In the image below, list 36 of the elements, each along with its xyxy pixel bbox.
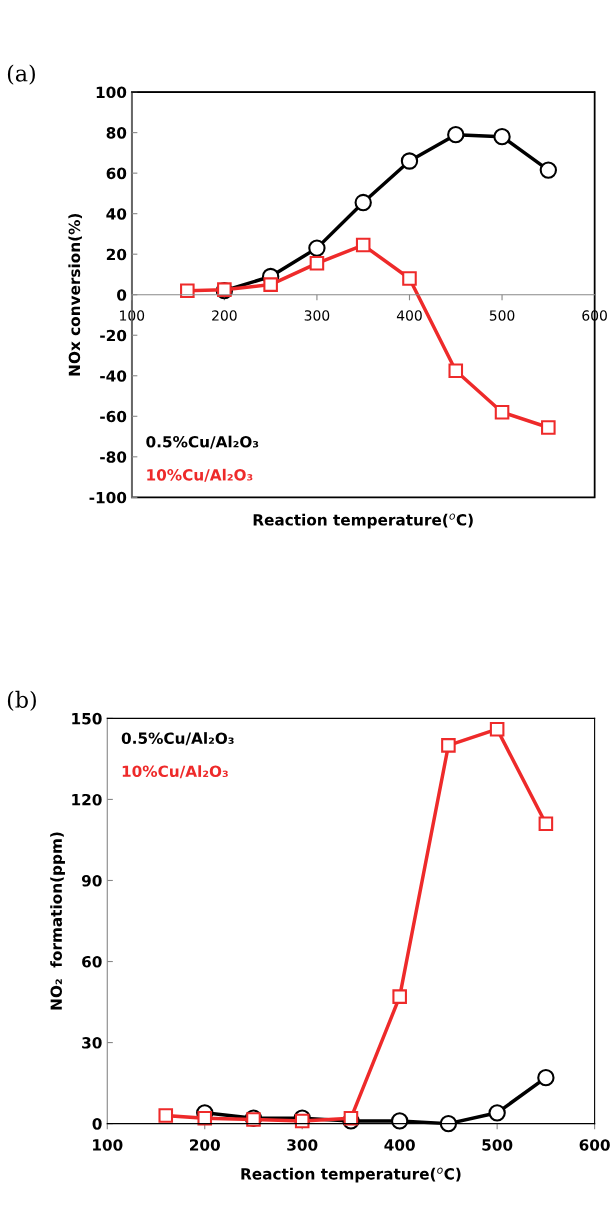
y-axis-title: NOx conversion(%) [68,213,82,376]
x-tick-label: 500 [482,1139,513,1151]
text: 0.5%Cu/Al₂O₃ [121,732,234,746]
y-tick-label: 60 [106,167,127,180]
y-tick-label: 120 [72,793,102,806]
y-tick-label: -20 [100,329,127,342]
y-tick-label: 60 [82,955,102,968]
chart-title: (b) [7,690,36,712]
y-tick-label: -40 [100,370,127,382]
x-tick-label: 300 [304,310,330,321]
y-tick-label: 80 [106,127,127,139]
text: 0.5%Cu/Al₂O₃ [146,435,259,449]
text: 10%Cu/Al₂O₃ [147,468,253,482]
x-tick-label: 200 [212,310,237,321]
chart-title: (a) [7,64,35,85]
y-tick-label: 30 [82,1037,102,1049]
y-tick-label: -60 [100,410,127,423]
text: 10%Cu/Al₂O₃ [122,765,228,779]
x-axis-title: Reaction temperature($^{o}$C) [253,513,473,529]
x-tick-label: 300 [287,1139,318,1151]
y-tick-label: -80 [100,451,127,463]
x-tick-label: 400 [384,1139,415,1151]
y-tick-label: 40 [106,208,127,220]
x-tick-label: 500 [489,310,515,321]
y-axis-title: NO₂ formation(ppm) [50,832,65,1010]
y-tick-label: 0 [117,289,127,301]
x-axis-title: Reaction temperature($^{o}$C) [241,1167,461,1183]
x-tick-label: 600 [579,1139,610,1151]
y-tick-label: 20 [106,248,127,261]
y-tick-label: -100 [89,491,127,504]
y-tick-label: 90 [81,874,102,887]
x-tick-label: 400 [396,310,422,321]
x-tick-label: 200 [190,1139,220,1151]
y-tick-label: 100 [96,86,127,99]
y-tick-label: 150 [72,712,102,725]
y-tick-label: 0 [92,1118,102,1130]
